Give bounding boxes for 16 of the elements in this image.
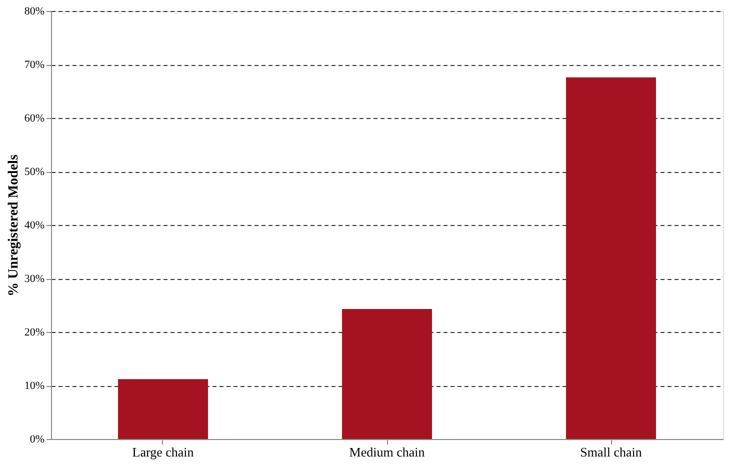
y-tick-label: 40%: [24, 220, 44, 232]
y-tick-label: 10%: [24, 380, 44, 392]
x-tick-label: Large chain: [132, 444, 194, 460]
y-tick-label: 50%: [24, 166, 44, 178]
y-tick-label: 80%: [24, 6, 44, 18]
y-tick-label: 60%: [24, 112, 44, 124]
y-tick-label: 20%: [24, 326, 44, 338]
y-axis-title: % Unregistered Models: [6, 154, 22, 296]
bar: [118, 379, 208, 439]
x-tick-label: Medium chain: [349, 444, 426, 460]
y-tick-label: 30%: [24, 273, 44, 285]
x-tick-label: Small chain: [580, 444, 642, 460]
y-tick-label: 70%: [24, 59, 44, 71]
y-tick-label: 0%: [30, 434, 44, 446]
bar: [566, 77, 656, 439]
bar: [342, 308, 432, 439]
